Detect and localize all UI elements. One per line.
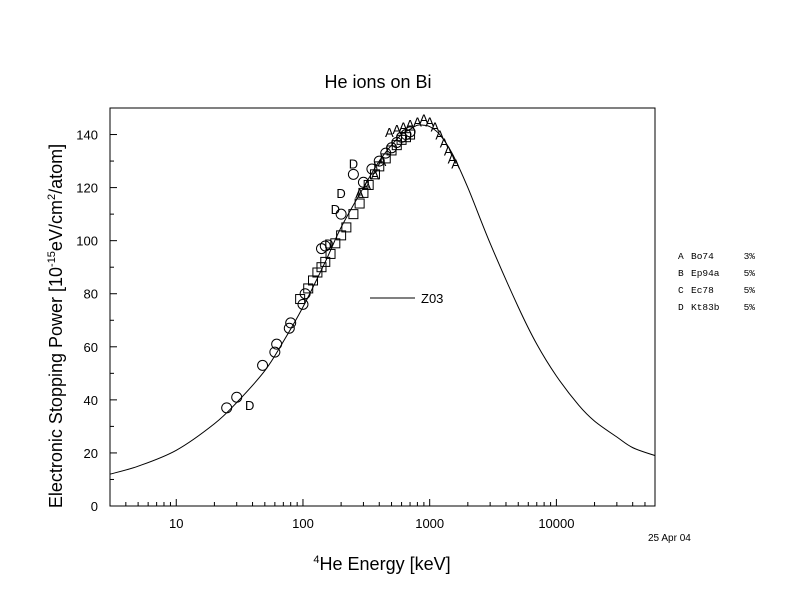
marker-c <box>335 208 347 220</box>
marker-a: A <box>392 122 401 137</box>
y-tick-label: 100 <box>76 234 98 249</box>
marker-c <box>319 240 331 252</box>
x-axis-label: 4He Energy [keV] <box>313 554 450 574</box>
x-tick-label: 100 <box>292 516 314 531</box>
x-tick-label: 1000 <box>415 516 444 531</box>
marker-d: D <box>245 398 254 413</box>
x-axis-ticks <box>109 499 656 506</box>
marker-a: A <box>435 128 444 143</box>
marker-c <box>285 317 297 329</box>
y-tick-label: 40 <box>84 393 98 408</box>
y-axis-ticks <box>110 107 117 507</box>
marker-a: A <box>448 151 457 166</box>
marker-b <box>348 209 359 220</box>
y-axis-label: Electronic Stopping Power [10-15eV/cm2/a… <box>46 144 66 508</box>
marker-c <box>297 298 309 310</box>
legend-label: Ep94a <box>691 268 720 279</box>
marker-c <box>404 126 416 138</box>
legend-marker: D <box>678 302 684 313</box>
y-axis-label-suffix: /atom] <box>46 144 66 194</box>
marker-c <box>269 346 281 358</box>
marker-c <box>373 155 385 167</box>
y-axis-label-exp2: 2 <box>46 194 58 200</box>
marker-a: A <box>425 114 434 129</box>
marker-a: A <box>399 120 408 135</box>
marker-a: A <box>444 143 453 158</box>
marker-c <box>221 402 233 414</box>
marker-b <box>374 161 385 172</box>
y-tick-label: 140 <box>76 128 98 143</box>
marker-c <box>231 391 243 403</box>
legend-marker: C <box>678 285 684 296</box>
y-tick-label: 60 <box>84 340 98 355</box>
marker-b <box>358 187 369 198</box>
y-tick-label: 20 <box>84 446 98 461</box>
date-stamp: 25 Apr 04 <box>648 533 691 544</box>
y-tick-label: 0 <box>91 499 98 514</box>
chart-title: He ions on Bi <box>324 72 431 92</box>
y-tick-label: 120 <box>76 181 98 196</box>
legend-label: Ec78 <box>691 285 714 296</box>
series-line-z03 <box>109 124 656 475</box>
marker-d: D <box>349 157 358 172</box>
marker-d: D <box>324 236 333 251</box>
marker-b <box>330 238 341 249</box>
legend: A Bo74 3% B Ep94a 5% C Ec78 5% D Kt83b 5% <box>678 251 755 313</box>
marker-b <box>354 198 365 209</box>
marker-b <box>316 262 327 273</box>
marker-c <box>347 168 359 180</box>
marker-b <box>336 230 347 241</box>
plot-frame <box>109 107 656 507</box>
legend-error: 3% <box>744 251 756 262</box>
legend-error: 5% <box>744 302 756 313</box>
curve-label: Z03 <box>421 291 443 306</box>
marker-a: A <box>420 112 429 127</box>
marker-d: D <box>331 202 340 217</box>
marker-c <box>271 338 283 350</box>
y-axis-label-prefix: Electronic Stopping Power [10 <box>46 267 66 508</box>
legend-label: Kt83b <box>691 302 720 313</box>
marker-a: A <box>451 157 460 172</box>
x-tick-label: 10000 <box>538 516 574 531</box>
marker-a: A <box>355 186 364 201</box>
marker-b <box>320 256 331 267</box>
marker-b <box>341 222 352 233</box>
y-tick-label: 80 <box>84 287 98 302</box>
marker-a: A <box>385 125 394 140</box>
legend-marker: A <box>678 251 684 262</box>
x-axis-tick-labels: 10 100 1000 10000 <box>169 516 574 531</box>
legend-marker: B <box>678 268 684 279</box>
marker-b <box>380 153 391 164</box>
marker-c <box>257 359 269 371</box>
x-axis-label-superscript: 4 <box>313 554 319 566</box>
marker-a: A <box>431 120 440 135</box>
y-axis-tick-labels: 0 20 40 60 80 100 120 140 <box>76 128 98 514</box>
marker-c <box>386 142 398 154</box>
marker-c <box>366 163 378 175</box>
marker-c <box>357 176 369 188</box>
legend-label: Bo74 <box>691 251 714 262</box>
marker-a: A <box>371 167 380 182</box>
marker-b <box>325 248 336 259</box>
marker-c <box>315 243 327 255</box>
marker-a: A <box>440 135 449 150</box>
marker-a: A <box>406 117 415 132</box>
legend-error: 5% <box>744 268 756 279</box>
marker-a: A <box>413 114 422 129</box>
marker-c <box>283 322 295 334</box>
x-axis-label-text: He Energy [keV] <box>320 554 451 574</box>
y-axis-label-mid: eV/cm <box>46 200 66 251</box>
y-axis-label-exp1: -15 <box>46 251 58 267</box>
marker-c <box>299 288 311 300</box>
marker-d: D <box>336 186 345 201</box>
legend-error: 5% <box>744 285 756 296</box>
x-tick-label: 10 <box>169 516 183 531</box>
marker-b <box>363 179 374 190</box>
